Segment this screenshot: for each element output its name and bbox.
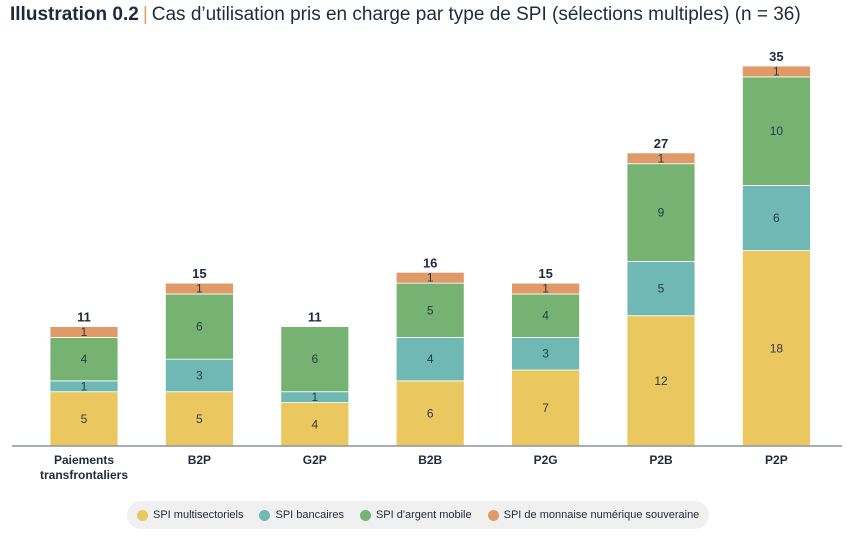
x-tick-label: P2B bbox=[649, 453, 673, 467]
bar-segment-1-7 bbox=[742, 250, 811, 447]
bar-segment-1-5 bbox=[511, 369, 581, 447]
legend-label: SPI d'argent mobile bbox=[375, 509, 472, 521]
segment-value-label: 6 bbox=[773, 211, 780, 225]
bar-segment-4-5 bbox=[511, 282, 581, 295]
segment-value-label: 1 bbox=[773, 64, 780, 78]
labels-layer: 514111Paiementstransfrontaliers536115B2P… bbox=[40, 49, 788, 482]
segment-value-label: 1 bbox=[658, 151, 665, 165]
legend-item: SPI bancaires bbox=[259, 509, 344, 521]
bar-segment-2-4 bbox=[395, 337, 465, 382]
bar-segment-3-7 bbox=[742, 76, 811, 186]
bar-segment-1-3 bbox=[280, 402, 350, 447]
segment-value-label: 5 bbox=[658, 282, 665, 296]
segment-value-label: 4 bbox=[311, 417, 318, 431]
chart-title: Illustration 0.2 | Cas d’utilisation pris … bbox=[10, 4, 801, 26]
title-text: Cas d’utilisation pris en charge par typ… bbox=[151, 4, 801, 25]
legend: SPI multisectoriels SPI bancaires SPI d'ar… bbox=[127, 501, 710, 529]
legend-item: SPI d'argent mobile bbox=[359, 509, 472, 521]
legend-label: SPI bancaires bbox=[275, 509, 344, 521]
segment-value-label: 4 bbox=[81, 352, 88, 366]
title-separator: | bbox=[142, 4, 148, 25]
x-tick-label: P2P bbox=[765, 453, 788, 467]
bar-segment-2-2 bbox=[164, 358, 234, 393]
segment-value-label: 4 bbox=[427, 352, 434, 366]
bar-segment-4-2 bbox=[164, 282, 234, 295]
x-tick-label: Paiements bbox=[54, 453, 114, 467]
figure-number: Illustration 0.2 bbox=[10, 4, 139, 25]
total-value-label: 15 bbox=[538, 266, 552, 281]
segment-value-label: 5 bbox=[196, 412, 203, 426]
total-value-label: 11 bbox=[308, 310, 322, 325]
legend-label: SPI de monnaise numérique souveraine bbox=[503, 509, 700, 521]
total-value-label: 16 bbox=[423, 255, 437, 270]
bar-segment-4-1 bbox=[49, 326, 119, 338]
segment-value-label: 10 bbox=[770, 124, 784, 138]
total-value-label: 11 bbox=[77, 310, 91, 325]
bar-segment-2-5 bbox=[511, 337, 581, 371]
segment-value-label: 6 bbox=[427, 406, 434, 420]
bar-segment-4-7 bbox=[742, 65, 811, 78]
segment-value-label: 18 bbox=[770, 341, 784, 355]
bar-segment-3-5 bbox=[511, 293, 581, 338]
bars-layer bbox=[49, 65, 811, 447]
segment-value-label: 3 bbox=[542, 347, 549, 361]
x-tick-label: P2G bbox=[534, 453, 558, 467]
segment-value-label: 1 bbox=[542, 282, 549, 296]
segment-value-label: 6 bbox=[196, 320, 203, 334]
segment-value-label: 5 bbox=[427, 303, 434, 317]
total-value-label: 15 bbox=[192, 266, 206, 281]
legend-item: SPI de monnaise numérique souveraine bbox=[487, 509, 700, 521]
bar-segment-2-7 bbox=[742, 185, 811, 251]
segment-value-label: 1 bbox=[196, 282, 203, 296]
segment-value-label: 5 bbox=[81, 412, 88, 426]
bar-segment-4-4 bbox=[395, 271, 465, 284]
segment-value-label: 1 bbox=[427, 271, 434, 285]
x-tick-label: transfrontaliers bbox=[40, 468, 128, 482]
x-tick-label: B2P bbox=[188, 453, 211, 467]
bar-segment-2-6 bbox=[626, 261, 696, 317]
bar-segment-3-6 bbox=[626, 163, 696, 262]
segment-value-label: 1 bbox=[81, 379, 88, 393]
stacked-bar-chart: 514111Paiementstransfrontaliers536115B2P… bbox=[12, 49, 842, 482]
segment-value-label: 12 bbox=[654, 374, 668, 388]
legend-swatch-icon bbox=[137, 509, 148, 521]
segment-value-label: 7 bbox=[542, 401, 549, 415]
segment-value-label: 1 bbox=[311, 390, 318, 404]
segment-value-label: 3 bbox=[196, 368, 203, 382]
legend-swatch-icon bbox=[487, 509, 499, 521]
legend-item: SPI multisectoriels bbox=[137, 509, 243, 521]
bar-segment-1-2 bbox=[164, 391, 234, 447]
segment-value-label: 4 bbox=[542, 309, 549, 323]
bar-segment-3-2 bbox=[164, 293, 234, 360]
segment-value-label: 6 bbox=[311, 352, 318, 366]
legend-swatch-icon bbox=[359, 509, 371, 521]
segment-value-label: 1 bbox=[81, 325, 88, 339]
x-tick-label: B2B bbox=[418, 453, 442, 467]
legend-swatch-icon bbox=[259, 509, 271, 521]
total-value-label: 35 bbox=[769, 49, 783, 64]
legend-label: SPI multisectoriels bbox=[153, 509, 244, 521]
x-tick-label: G2P bbox=[303, 453, 327, 467]
bar-segment-1-6 bbox=[626, 315, 696, 447]
bar-segment-3-4 bbox=[395, 282, 465, 338]
bar-segment-4-6 bbox=[626, 152, 696, 165]
bar-segment-3-3 bbox=[280, 326, 350, 393]
total-value-label: 27 bbox=[654, 136, 668, 151]
bar-segment-1-1 bbox=[49, 391, 119, 447]
segment-value-label: 9 bbox=[658, 206, 665, 220]
